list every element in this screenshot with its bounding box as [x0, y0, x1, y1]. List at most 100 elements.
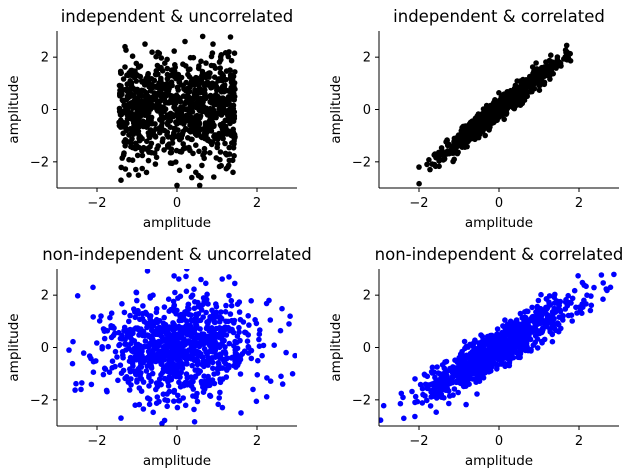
scatter-panel-1: −2 0 2 −2 0 2 independent & uncorrelated amplit…: [6, 7, 297, 231]
scatter-point: [551, 305, 558, 312]
x-tick-label: 0: [495, 434, 503, 449]
scatter-point: [212, 338, 218, 345]
scatter-point: [228, 317, 235, 324]
scatter-point: [109, 365, 115, 371]
x-axis-label: amplitude: [465, 215, 533, 231]
scatter-point: [494, 326, 501, 332]
scatter-point: [484, 333, 491, 340]
scatter-point: [158, 353, 164, 359]
x-tick-label: 2: [575, 196, 583, 211]
scatter-point: [154, 394, 161, 400]
scatter-point: [150, 409, 156, 416]
scatter-point: [217, 353, 223, 359]
scatter-point: [171, 48, 177, 54]
scatter-point: [194, 356, 200, 363]
scatter-point: [129, 53, 136, 59]
scatter-point: [600, 296, 606, 303]
scatter-point: [161, 147, 167, 153]
scatter-point: [149, 120, 155, 127]
y-tick-label: 0: [363, 103, 371, 118]
scatter-point: [198, 89, 204, 95]
scatter-point: [587, 307, 594, 314]
scatter-point: [105, 343, 111, 350]
scatter-point: [200, 384, 206, 390]
scatter-point: [108, 323, 114, 329]
scatter-point: [278, 373, 284, 380]
scatter-point: [287, 313, 293, 320]
scatter-point: [482, 132, 489, 139]
scatter-point: [191, 419, 198, 425]
scatter-point: [209, 359, 216, 366]
scatter-point: [465, 363, 472, 370]
scatter-point: [507, 341, 513, 348]
chart-title: independent & uncorrelated: [61, 7, 294, 26]
scatter-point: [228, 297, 235, 304]
scatter-point: [193, 142, 199, 148]
scatter-point: [136, 401, 143, 408]
scatter-point: [455, 389, 462, 396]
scatter-point: [118, 70, 124, 77]
scatter-point: [164, 391, 170, 397]
scatter-point: [165, 337, 171, 344]
scatter-point: [135, 172, 142, 178]
scatter-point: [434, 364, 440, 370]
scatter-point: [151, 345, 158, 352]
scatter-point: [429, 364, 436, 371]
scatter-point: [185, 135, 191, 141]
scatter-point: [236, 324, 242, 331]
scatter-point: [454, 150, 461, 157]
scatter-point: [164, 56, 170, 63]
scatter-point: [558, 325, 564, 332]
scatter-point: [227, 311, 234, 317]
scatter-point: [250, 386, 256, 393]
scatter-point: [131, 338, 138, 344]
scatter-point: [286, 321, 292, 327]
scatter-point: [492, 112, 498, 118]
x-tick-label: −2: [409, 434, 428, 449]
scatter-point: [99, 346, 105, 352]
scatter-point: [183, 79, 189, 86]
scatter-point: [439, 375, 446, 381]
scatter-point: [175, 373, 182, 379]
scatter-point: [488, 360, 494, 367]
scatter-panel-3: −2 0 2 −2 0 2 non-independent & uncorrelated am…: [6, 245, 312, 469]
scatter-point: [456, 354, 463, 361]
scatter-point: [166, 99, 173, 105]
scatter-point: [225, 107, 232, 114]
scatter-point: [183, 356, 190, 363]
scatter-point: [534, 330, 540, 336]
scatter-point: [189, 362, 195, 369]
scatter-point: [136, 137, 143, 144]
scatter-point: [514, 86, 520, 92]
y-tick-label: 0: [41, 341, 49, 356]
scatter-point: [96, 318, 103, 324]
scatter-point: [176, 276, 182, 282]
scatter-point: [198, 174, 204, 181]
scatter-point: [494, 366, 500, 372]
scatter-point: [207, 150, 213, 156]
scatter-point: [94, 340, 100, 346]
scatter-point: [571, 287, 578, 294]
scatter-point: [180, 146, 187, 152]
scatter-point: [79, 380, 85, 386]
scatter-point: [189, 174, 195, 181]
scatter-point: [443, 374, 450, 380]
scatter-point: [223, 152, 230, 158]
scatter-point: [174, 344, 180, 351]
scatter-point: [108, 310, 115, 317]
scatter-point: [129, 105, 136, 111]
scatter-point: [474, 391, 480, 397]
scatter-point: [144, 395, 151, 401]
scatter-point: [234, 354, 240, 361]
scatter-point: [132, 402, 138, 409]
scatter-point: [529, 304, 535, 311]
scatter-point: [122, 166, 129, 172]
scatter-point: [536, 87, 543, 93]
scatter-point: [508, 337, 515, 343]
chart-title: non-independent & correlated: [375, 245, 624, 264]
scatter-point: [192, 374, 199, 380]
scatter-point: [128, 382, 134, 388]
y-tick-label: 0: [363, 341, 371, 356]
scatter-point: [484, 122, 490, 128]
